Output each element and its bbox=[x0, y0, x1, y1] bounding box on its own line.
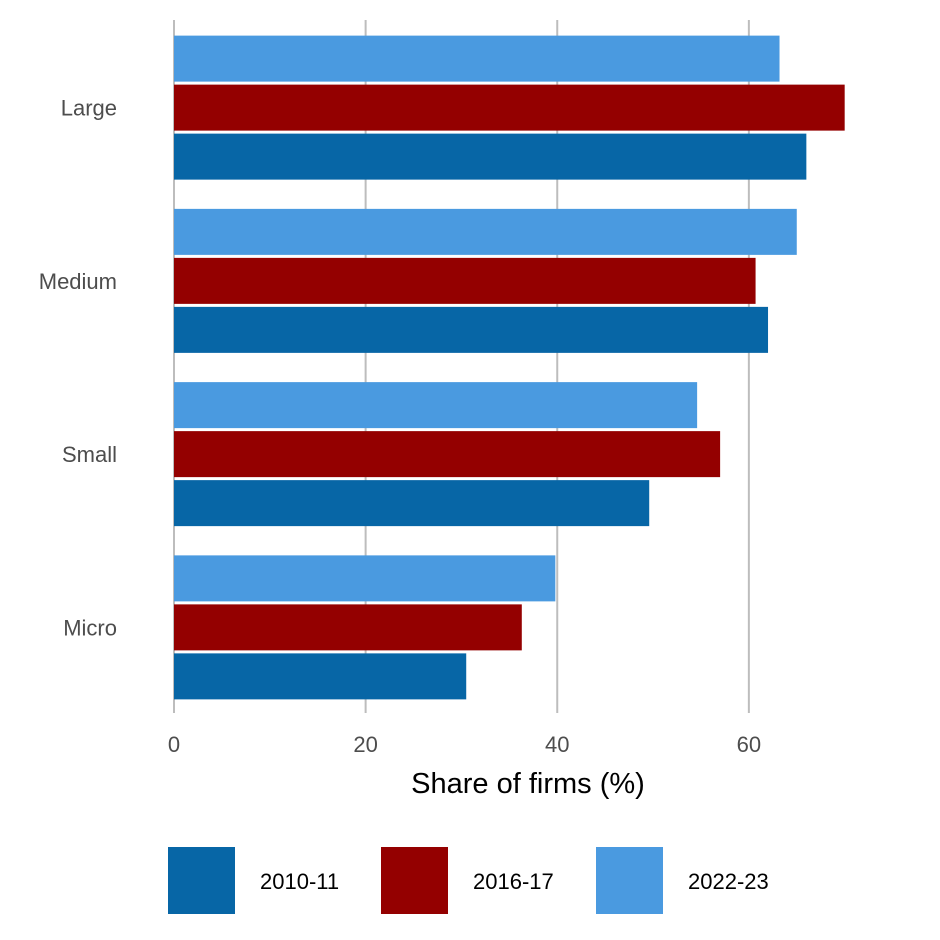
bar-small-2022-23 bbox=[174, 382, 698, 429]
x-axis-title: Share of firms (%) bbox=[411, 768, 645, 800]
bar-micro-2022-23 bbox=[174, 555, 556, 602]
legend-item: 2022-23 bbox=[596, 847, 769, 914]
bar-micro-2016-17 bbox=[174, 604, 522, 651]
bar-small-2016-17 bbox=[174, 431, 721, 478]
legend-label: 2010-11 bbox=[260, 869, 339, 894]
x-axis-labels: 0 20 40 60 bbox=[168, 732, 761, 757]
bar-small-2010-11 bbox=[174, 480, 650, 527]
y-tick-label: Micro bbox=[63, 615, 117, 640]
legend-item: 2016-17 bbox=[381, 847, 554, 914]
bar-medium-2022-23 bbox=[174, 208, 797, 255]
legend-swatch bbox=[168, 847, 235, 914]
bar-medium-2016-17 bbox=[174, 257, 756, 304]
bar-medium-2010-11 bbox=[174, 306, 769, 353]
x-tick-label: 20 bbox=[353, 732, 377, 757]
y-tick-label: Medium bbox=[39, 269, 117, 294]
legend-item: 2010-11 bbox=[168, 847, 339, 914]
legend-swatch bbox=[596, 847, 663, 914]
bar-large-2016-17 bbox=[174, 84, 845, 131]
x-tick-label: 0 bbox=[168, 732, 180, 757]
bar-large-2022-23 bbox=[174, 35, 780, 82]
y-tick-label: Large bbox=[61, 96, 117, 121]
legend-label: 2022-23 bbox=[688, 869, 769, 894]
bar-large-2010-11 bbox=[174, 133, 807, 180]
x-tick-label: 60 bbox=[737, 732, 761, 757]
bars bbox=[174, 35, 845, 700]
x-tick-label: 40 bbox=[545, 732, 569, 757]
y-tick-label: Small bbox=[62, 442, 117, 467]
legend-label: 2016-17 bbox=[473, 869, 554, 894]
y-axis-labels: Large Medium Small Micro bbox=[39, 96, 117, 641]
legend: 2010-11 2016-17 2022-23 bbox=[168, 847, 769, 914]
legend-swatch bbox=[381, 847, 448, 914]
bar-micro-2010-11 bbox=[174, 653, 467, 700]
